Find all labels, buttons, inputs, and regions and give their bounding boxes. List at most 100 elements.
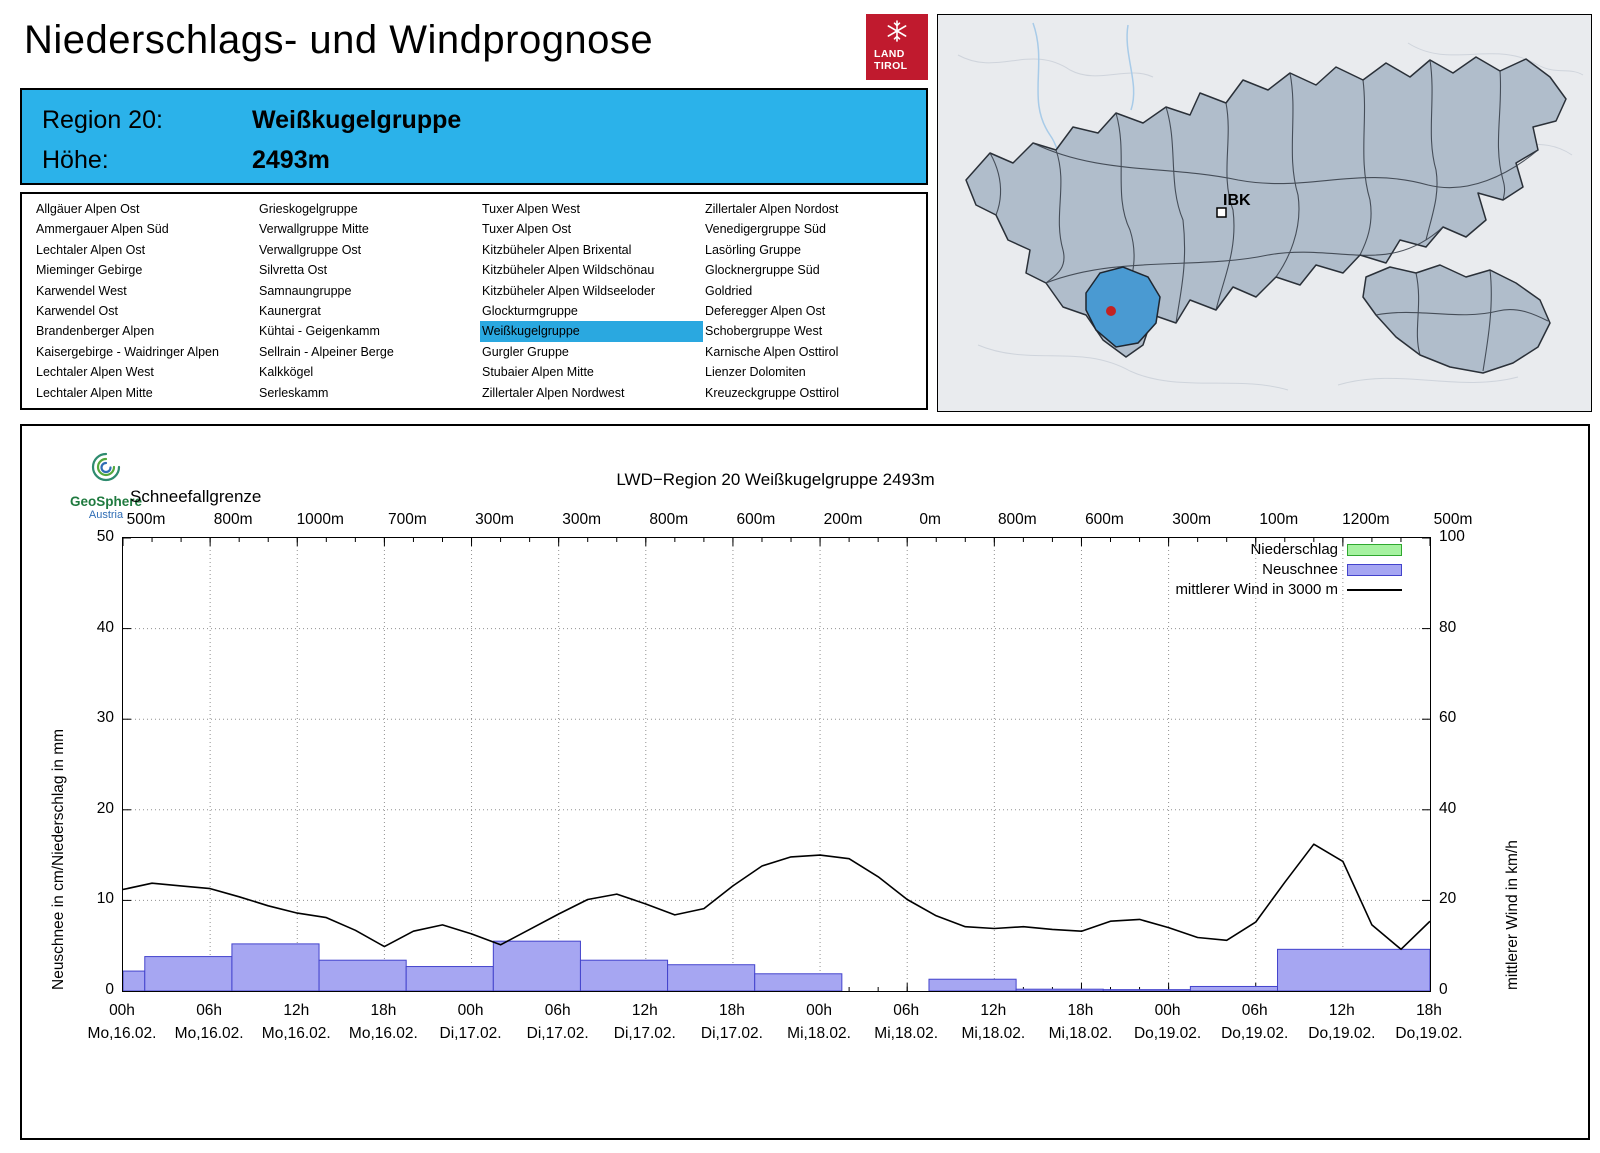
region-item[interactable]: Karnische Alpen Osttirol (705, 344, 839, 359)
ibk-marker (1216, 207, 1227, 218)
selected-region[interactable] (1085, 266, 1161, 348)
region-list-column: Allgäuer Alpen Ost Ammergauer Alpen Süd Le… (34, 199, 257, 403)
x-tick-date: Mi,18.02. (787, 1025, 851, 1042)
snowline-value: 600m (1085, 511, 1124, 528)
altitude-row: Höhe: 2493m (42, 140, 926, 180)
map-region-borders (989, 59, 1549, 372)
snowline-label: Schneefallgrenze (130, 487, 262, 506)
region-item[interactable]: Kaunergrat (259, 303, 321, 318)
map-relief (957, 42, 1584, 391)
region-item[interactable]: Grieskogelgruppe (259, 202, 358, 216)
region-item[interactable]: Kitzbüheler Alpen Wildseeloder (482, 283, 656, 298)
region-item[interactable]: Lasörling Gruppe (705, 242, 801, 257)
region-item[interactable]: Ammergauer Alpen Süd (36, 222, 169, 237)
region-item[interactable]: Samnaungruppe (259, 283, 352, 298)
ibk-label: IBK (1223, 192, 1251, 209)
region-row: Region 20: Weißkugelgruppe (42, 100, 926, 140)
snowline-value: 700m (388, 511, 427, 528)
altitude-value: 2493m (252, 146, 330, 174)
region-value: Weißkugelgruppe (252, 106, 462, 134)
left-axis-tick: 0 (105, 981, 114, 998)
x-tick-date: Mo,16.02. (174, 1025, 244, 1042)
region-item[interactable]: Kalkkögel (259, 365, 314, 380)
region-item[interactable]: Allgäuer Alpen Ost (36, 202, 140, 216)
region-list-column: Grieskogelgruppe Verwallgruppe Mitte Verwa… (257, 199, 480, 403)
region-item[interactable]: Glockturmgruppe (482, 303, 578, 318)
x-tick-time: 06h (544, 1002, 571, 1019)
altitude-label: Höhe: (42, 146, 109, 174)
snowline-value: 300m (1172, 511, 1211, 528)
x-tick-date: Do,19.02. (1133, 1025, 1202, 1042)
region-item[interactable]: Tuxer Alpen Ost (482, 222, 572, 237)
region-item[interactable]: Lechtaler Alpen Mitte (36, 385, 153, 400)
right-axis-tick: 40 (1439, 799, 1457, 817)
legend-item: Neuschnee (1175, 560, 1402, 579)
region-list-column: Tuxer Alpen West Tuxer Alpen Ost Kitzbühel… (480, 199, 703, 403)
region-info-box: Region 20: Weißkugelgruppe Höhe: 2493m (20, 88, 928, 185)
chart-title: LWD−Region 20 Weißkugelgruppe 2493m (616, 470, 935, 489)
x-tick-time: 18h (718, 1002, 745, 1019)
x-tick-time: 12h (283, 1002, 310, 1019)
region-item[interactable]: Kühtai - Geigenkamm (259, 324, 380, 339)
x-tick-date: Mo,16.02. (87, 1025, 157, 1042)
region-item[interactable]: Karwendel Ost (36, 303, 118, 318)
region-item[interactable]: Verwallgruppe Ost (259, 242, 362, 257)
region-label: Region 20: (42, 106, 163, 134)
snowline-value: 300m (475, 511, 514, 528)
snowline-value: 500m (1433, 511, 1473, 528)
region-item[interactable]: Brandenberger Alpen (36, 324, 155, 339)
region-item[interactable]: Schobergruppe West (705, 324, 823, 339)
region-east-tirol[interactable] (1362, 264, 1551, 374)
region-item[interactable]: Kitzbüheler Alpen Brixental (482, 242, 632, 257)
land-tirol-logo: LAND TIROL (866, 14, 928, 80)
region-item[interactable]: Kreuzeckgruppe Osttirol (705, 385, 840, 400)
snowline-value: 800m (213, 511, 253, 528)
region-item-selected[interactable]: Weißkugelgruppe (480, 321, 703, 342)
snowline-value: 600m (736, 511, 776, 528)
neuschnee-bar (1015, 988, 1104, 991)
x-tick-date: Do,19.02. (1308, 1025, 1376, 1042)
tirol-map[interactable]: IBK (937, 14, 1592, 412)
region-item[interactable]: Karwendel West (36, 283, 127, 298)
snowline-value: 0m (919, 511, 941, 528)
region-item[interactable]: Gurgler Gruppe (482, 344, 569, 359)
region-item[interactable]: Serleskamm (259, 385, 329, 400)
x-tick-date: Do,19.02. (1221, 1025, 1289, 1042)
region-item[interactable]: Zillertaler Alpen Nordost (705, 202, 839, 216)
region-item[interactable]: Kitzbüheler Alpen Wildschönau (482, 263, 655, 278)
x-tick-time: 00h (806, 1002, 832, 1019)
legend-line-swatch (1347, 588, 1402, 591)
region-item[interactable]: Kaisergebirge - Waidringer Alpen (36, 344, 219, 359)
right-axis-tick: 0 (1439, 981, 1448, 998)
region-item[interactable]: Lienzer Dolomiten (705, 365, 806, 380)
logo-text: LAND TIROL (874, 47, 908, 73)
wind-line (123, 843, 1430, 951)
region-item[interactable]: Tuxer Alpen West (482, 202, 580, 216)
region-item[interactable]: Lechtaler Alpen West (36, 365, 154, 380)
neuschnee-bar (667, 964, 756, 991)
region-item[interactable]: Stubaier Alpen Mitte (482, 365, 594, 380)
region-item[interactable]: Mieminger Gebirge (36, 263, 143, 278)
region-item[interactable]: Deferegger Alpen Ost (705, 303, 826, 318)
x-tick-time: 00h (457, 1002, 484, 1019)
x-tick-time: 00h (1154, 1002, 1181, 1019)
region-item[interactable]: Venedigergruppe Süd (705, 222, 826, 237)
x-tick-date: Mi,18.02. (874, 1025, 939, 1042)
region-item[interactable]: Verwallgruppe Mitte (259, 222, 369, 237)
station-dot (1106, 306, 1116, 316)
region-item[interactable]: Lechtaler Alpen Ost (36, 242, 146, 257)
region-item[interactable]: Glocknergruppe Süd (705, 263, 820, 278)
x-tick-date: Mi,18.02. (1048, 1025, 1113, 1042)
geosphere-logo: GeoSphere Austria (58, 448, 154, 521)
forecast-chart: GeoSphere Austria LWD−Region 20 Weißkuge… (20, 424, 1590, 1140)
snowline-value: 800m (649, 511, 689, 528)
right-axis-tick: 60 (1439, 709, 1457, 727)
region-item[interactable]: Silvretta Ost (259, 263, 328, 278)
region-item[interactable]: Sellrain - Alpeiner Berge (259, 344, 394, 359)
legend-label: Neuschnee (1262, 561, 1338, 578)
x-tick-date: Di,17.02. (613, 1025, 676, 1042)
x-tick-date: Do,19.02. (1395, 1025, 1463, 1042)
region-item[interactable]: Zillertaler Alpen Nordwest (482, 385, 625, 400)
region-item[interactable]: Goldried (705, 283, 753, 298)
snowline-value: 1000m (296, 511, 344, 528)
